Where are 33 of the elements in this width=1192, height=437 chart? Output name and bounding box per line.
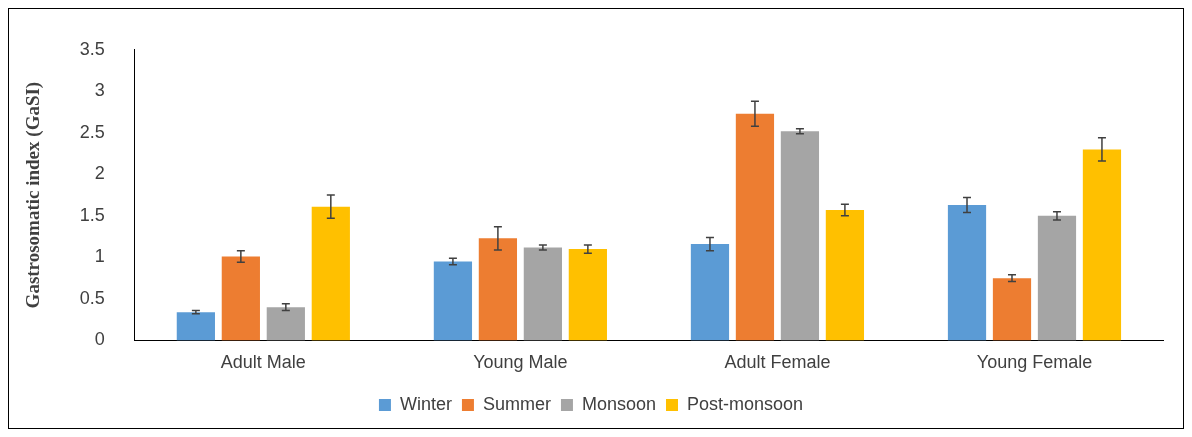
x-tick-label: Adult Male [220, 352, 306, 373]
bar [221, 256, 260, 341]
x-tick-label: Young Female [976, 352, 1093, 373]
y-tick-label: 0 [94, 329, 105, 350]
y-tick-label: 1 [94, 246, 105, 267]
y-tick-label: 1.5 [79, 204, 105, 225]
bar [690, 244, 730, 341]
bar [825, 210, 865, 341]
bar [523, 247, 562, 341]
bar [992, 278, 1032, 341]
bar [947, 205, 987, 341]
bar [176, 312, 215, 341]
bar [735, 113, 775, 341]
legend-label: Summer [482, 393, 551, 414]
bar [568, 249, 607, 341]
bar [266, 307, 305, 341]
bar [311, 206, 350, 341]
bar [780, 131, 820, 341]
legend-label: Post-monsoon [687, 393, 804, 414]
bar [1082, 149, 1122, 341]
bar [433, 261, 473, 341]
y-tick-label: 2 [94, 163, 105, 184]
legend-label: Monsoon [581, 393, 657, 414]
y-axis-title: Gastrosomatic index (GaSI) [22, 81, 45, 309]
y-tick-label: 3.5 [79, 38, 105, 59]
y-tick-label: 3 [94, 80, 105, 101]
bar [1037, 215, 1077, 341]
legend-label: Winter [399, 393, 452, 414]
x-tick-label: Adult Female [724, 352, 831, 373]
y-tick-label: 2.5 [79, 121, 105, 142]
bar [478, 238, 518, 341]
y-tick-label: 0.5 [79, 287, 105, 308]
x-tick-label: Young Male [473, 352, 568, 373]
